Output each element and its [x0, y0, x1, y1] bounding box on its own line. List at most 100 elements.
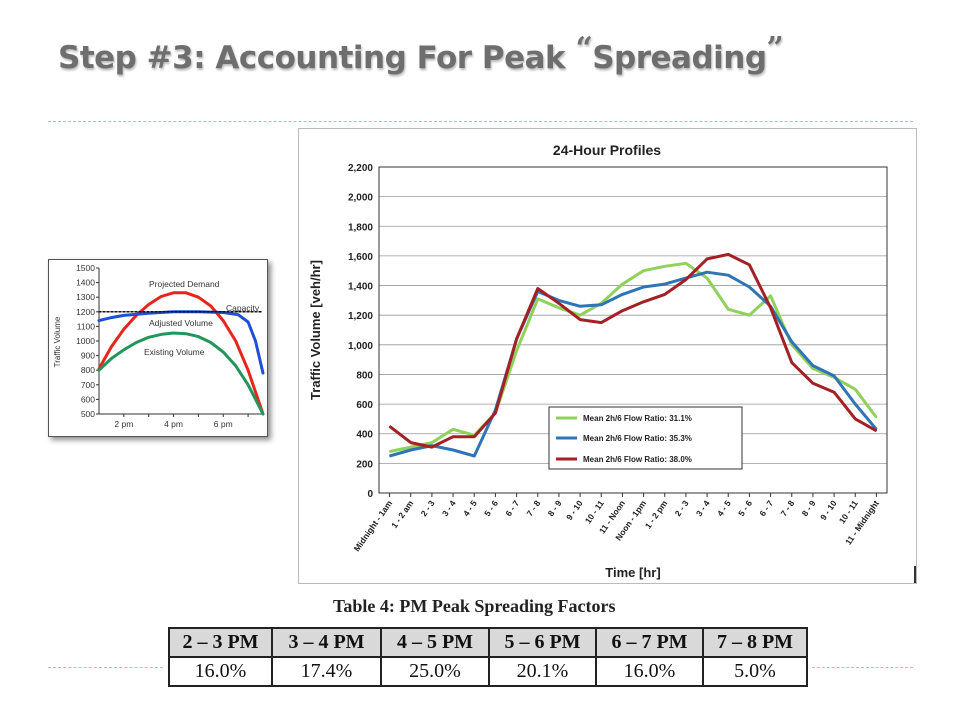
- small-y-tick-label: 800: [81, 365, 95, 375]
- x-tick-label: 5 - 6: [736, 498, 754, 518]
- table-header-cell: 6 – 7 PM: [595, 627, 704, 658]
- y-tick-label: 1,800: [348, 222, 373, 233]
- data-point: [473, 455, 475, 457]
- data-point: [621, 293, 624, 296]
- x-tick-label: Midnight - 1am: [352, 498, 395, 553]
- x-tick-label: 9 - 10: [564, 498, 585, 522]
- data-point: [452, 436, 454, 438]
- x-tick-label: 6 - 7: [757, 498, 775, 518]
- main-chart-title: 24-Hour Profiles: [553, 142, 661, 158]
- data-point: [410, 442, 412, 444]
- main-chart-x-axis-label: Time [hr]: [605, 565, 660, 580]
- data-point: [600, 304, 602, 306]
- y-tick-label: 0: [367, 489, 373, 500]
- top-divider: [48, 121, 913, 122]
- close-quote: ”: [766, 31, 784, 66]
- data-point: [515, 338, 518, 340]
- x-tick-label: 4 - 5: [715, 498, 733, 518]
- small-x-tick-label: 6 pm: [214, 419, 233, 429]
- annotation-projected-demand: Projected Demand: [149, 279, 220, 289]
- data-point: [431, 446, 433, 448]
- data-point: [727, 274, 729, 276]
- small-chart: 500600700800900100011001200130014001500 …: [53, 263, 265, 429]
- data-point: [494, 412, 497, 414]
- data-point: [685, 262, 687, 264]
- slide-title: Step #3: Accounting For Peak “Spreading”: [58, 31, 784, 76]
- slide-title-main: Step #3: Accounting For Peak: [58, 40, 576, 76]
- data-point: [854, 388, 856, 390]
- main-chart: 24-Hour Profiles 0 200 400 600 800 1,000 1,200…: [308, 142, 888, 580]
- annotation-existing-volume: Existing Volume: [144, 347, 205, 357]
- y-tick-label: 1,000: [348, 341, 373, 352]
- data-point: [748, 286, 751, 288]
- slide-title-word: Spreading: [592, 40, 767, 76]
- y-tick-label: 600: [356, 400, 373, 411]
- table-header-cell: 2 – 3 PM: [168, 627, 273, 658]
- annotation-capacity: Capacity: [226, 303, 260, 313]
- series-line-mean-2h-6-flow-ratio-38-0: [388, 252, 878, 449]
- table-header-cell: 5 – 6 PM: [488, 627, 597, 658]
- small-chart-y-axis-label: Traffic Volume: [53, 316, 62, 367]
- data-point: [812, 367, 814, 370]
- data-point: [833, 391, 835, 393]
- data-point: [388, 450, 391, 453]
- legend-box: [548, 406, 743, 470]
- data-point: [579, 305, 581, 307]
- table-cell: 20.1%: [488, 656, 597, 687]
- data-point: [537, 298, 539, 300]
- x-tick-label: 7 - 8: [524, 498, 542, 518]
- data-point: [431, 442, 433, 444]
- series-line-mean-2h-6-flow-ratio-31-1: [389, 261, 878, 453]
- data-point: [473, 436, 475, 438]
- data-point: [812, 382, 814, 384]
- main-chart-legend: Mean 2h/6 Flow Ratio: 31.1% Mean 2h/6 Fl…: [548, 406, 743, 470]
- small-y-tick-label: 1100: [77, 321, 96, 331]
- data-point: [854, 403, 856, 405]
- data-point: [664, 265, 666, 267]
- x-tick-label: 2 - 3: [673, 498, 691, 518]
- open-quote: “: [575, 31, 593, 66]
- small-y-tick-label: 1400: [76, 278, 95, 288]
- small-y-tick-label: 500: [81, 409, 95, 419]
- main-chart-y-axis-label: Traffic Volume [veh/hr]: [308, 260, 323, 400]
- small-y-tick-label: 1000: [76, 336, 95, 346]
- data-point: [791, 341, 793, 343]
- data-point: [685, 279, 687, 281]
- data-point: [664, 293, 666, 296]
- y-tick-label: 2,200: [348, 163, 373, 174]
- data-point: [748, 264, 751, 266]
- small-y-tick-label: 700: [81, 380, 95, 390]
- table-cell: 17.4%: [271, 656, 382, 687]
- table-cell: 5.0%: [702, 656, 808, 687]
- table-cell: 25.0%: [380, 656, 490, 687]
- x-tick-label: 3 - 4: [440, 498, 458, 518]
- table-header-row: 2 – 3 PM 3 – 4 PM 4 – 5 PM 5 – 6 PM 6 – …: [168, 627, 808, 658]
- data-point: [664, 283, 666, 285]
- panel-edge-mark: [914, 566, 916, 583]
- small-x-tick-label: 2 pm: [114, 419, 133, 429]
- legend-label-38: Mean 2h/6 Flow Ratio: 38.0%: [583, 455, 692, 464]
- data-point: [621, 310, 624, 312]
- bottom-divider-left: [48, 667, 163, 668]
- small-series-line-projected-demand: [97, 291, 265, 416]
- x-tick-label: 2 - 3: [419, 498, 437, 518]
- small-chart-axes: [98, 268, 263, 415]
- small-chart-lines: [97, 291, 265, 416]
- y-tick-label: 1,400: [348, 282, 373, 293]
- data-point: [621, 283, 624, 285]
- data-point: [706, 277, 708, 279]
- small-y-tick-label: 1200: [76, 307, 95, 317]
- y-tick-label: 400: [356, 430, 373, 441]
- data-point: [579, 319, 581, 321]
- y-tick-label: 1,200: [348, 311, 373, 322]
- legend-label-35: Mean 2h/6 Flow Ratio: 35.3%: [583, 434, 692, 443]
- x-tick-label: 8 - 9: [800, 498, 818, 518]
- table-header-cell: 7 – 8 PM: [702, 627, 808, 658]
- data-point: [812, 364, 814, 367]
- table-cell: 16.0%: [595, 656, 704, 687]
- data-point: [600, 321, 602, 324]
- data-point: [515, 350, 518, 352]
- data-point: [410, 449, 412, 451]
- data-point: [727, 308, 729, 310]
